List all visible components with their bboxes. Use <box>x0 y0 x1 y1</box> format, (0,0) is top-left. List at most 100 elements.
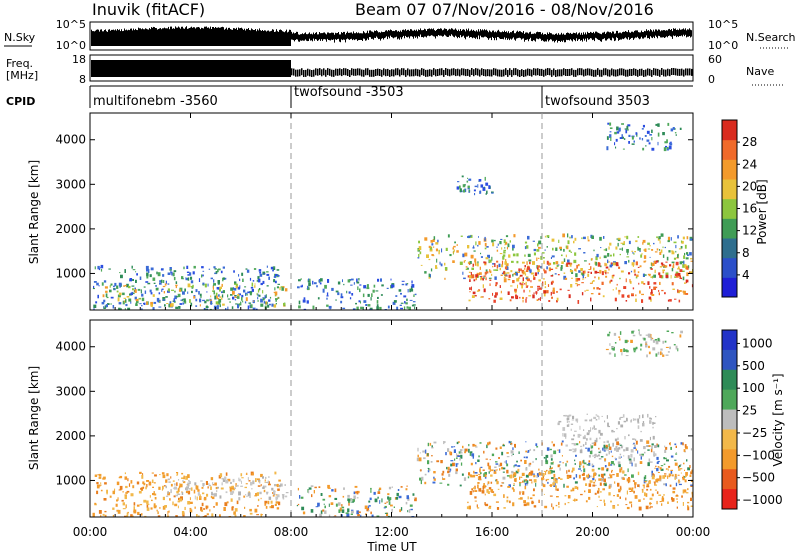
echo-cell <box>656 236 658 239</box>
freq-bar <box>393 69 395 77</box>
echo-cell <box>625 504 628 506</box>
echo-cell <box>582 477 586 481</box>
echo-cell <box>409 288 411 293</box>
echo-cell <box>653 242 655 245</box>
echo-cell <box>104 482 107 485</box>
nsky-bar <box>456 29 457 37</box>
echo-cell <box>153 301 157 304</box>
echo-cell <box>651 289 653 293</box>
echo-cell <box>586 413 588 415</box>
nsky-bar <box>507 32 508 40</box>
echo-cell <box>141 293 144 297</box>
echo-cell <box>566 417 570 421</box>
nsky-bar <box>166 28 167 46</box>
nsky-bar <box>336 33 337 40</box>
echo-cell <box>659 240 661 244</box>
echo-cell <box>542 281 544 284</box>
echo-cell <box>193 489 196 494</box>
echo-cell <box>635 132 638 135</box>
echo-cell <box>496 507 500 510</box>
echo-cell <box>488 441 491 445</box>
echo-cell <box>617 448 619 452</box>
echo-cell <box>355 302 357 305</box>
nsky-bar <box>367 30 368 39</box>
echo-cell <box>187 277 190 281</box>
nsky-bar <box>333 32 334 40</box>
echo-cell <box>646 440 650 444</box>
echo-cell <box>351 278 354 281</box>
echo-cell <box>586 289 589 291</box>
echo-cell <box>97 474 100 476</box>
nsky-bar <box>525 32 526 40</box>
echo-cell <box>460 462 463 466</box>
echo-cell <box>656 456 659 460</box>
echo-cell <box>538 298 540 300</box>
echo-cell <box>657 351 660 355</box>
echo-cell <box>132 292 135 295</box>
echo-cell <box>152 486 154 488</box>
freq-bar <box>569 68 571 76</box>
echo-cell <box>141 305 143 307</box>
echo-cell <box>690 484 693 487</box>
echo-cell <box>275 497 278 501</box>
nsky-bar <box>103 31 104 46</box>
freq-bar <box>553 68 555 76</box>
echo-cell <box>529 497 533 500</box>
echo-cell <box>573 477 575 480</box>
echo-cell <box>135 279 137 283</box>
nsky-bar <box>612 31 613 38</box>
echo-cell <box>460 454 463 459</box>
echo-cell <box>503 278 507 283</box>
echo-cell <box>639 290 641 294</box>
freq-bar <box>395 68 397 76</box>
nave-label: Nave <box>746 65 774 78</box>
echo-cell <box>543 457 546 459</box>
echo-cell <box>179 303 183 305</box>
echo-cell <box>596 415 599 417</box>
echo-cell <box>503 270 505 274</box>
echo-cell <box>525 281 527 286</box>
echo-cell <box>347 498 350 502</box>
echo-cell <box>690 471 693 475</box>
echo-cell <box>583 429 585 431</box>
echo-cell <box>173 270 177 273</box>
echo-cell <box>671 250 674 252</box>
freq-bar <box>629 68 631 76</box>
echo-cell <box>678 468 681 471</box>
freq-trace-block <box>91 60 291 77</box>
nsky-bar <box>307 34 308 42</box>
freq-bar <box>381 69 383 77</box>
nsky-bar <box>114 30 115 46</box>
echo-cell <box>548 300 551 302</box>
echo-cell <box>680 330 683 334</box>
echo-cell <box>470 272 472 276</box>
echo-cell <box>146 480 150 482</box>
echo-cell <box>591 442 595 445</box>
echo-cell <box>296 505 298 507</box>
echo-cell <box>124 284 127 287</box>
echo-cell <box>271 487 274 491</box>
echo-cell <box>634 484 636 489</box>
nsky-bar <box>421 30 422 38</box>
echo-cell <box>651 475 655 480</box>
echo-cell <box>525 298 527 303</box>
echo-cell <box>520 459 522 462</box>
echo-cell <box>101 282 104 286</box>
nsky-bar <box>634 30 635 39</box>
echo-cell <box>579 464 581 468</box>
echo-cell <box>605 348 609 351</box>
echo-cell <box>426 254 429 258</box>
echo-cell <box>326 292 329 296</box>
nsky-bar <box>397 31 398 40</box>
echo-cell <box>690 258 693 260</box>
nsky-bar <box>560 34 561 42</box>
echo-cell <box>552 287 555 291</box>
echo-cell <box>549 470 553 474</box>
echo-cell <box>604 502 606 506</box>
echo-cell <box>470 451 473 454</box>
echo-cell <box>563 433 567 437</box>
echo-cell <box>239 303 242 306</box>
freq-bar <box>301 68 303 76</box>
echo-cell <box>622 414 625 418</box>
echo-cell <box>581 237 583 240</box>
